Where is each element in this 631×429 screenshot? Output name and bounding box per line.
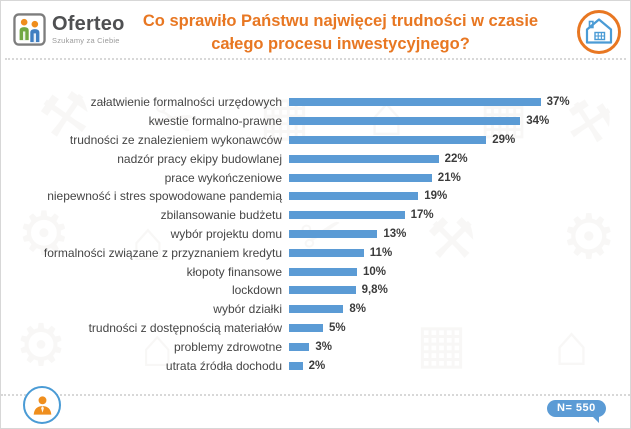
brand-name: Oferteo — [52, 13, 125, 35]
sample-size-text: N= 550 — [557, 402, 596, 414]
value-label: 2% — [308, 359, 326, 372]
chart-row: załatwienie formalności urzędowych 37% — [9, 93, 626, 112]
chart-row: formalności związane z przyznaniem kredy… — [9, 243, 626, 262]
value-label: 10% — [363, 265, 387, 278]
chart-title-line1: Co sprawiło Państwu najwięcej trudności … — [142, 12, 539, 30]
bar — [289, 361, 303, 370]
category-label: kwestie formalno-prawne — [148, 114, 282, 129]
category-label: utrata źródła dochodu — [165, 358, 282, 373]
value-label: 17% — [410, 209, 434, 222]
category-label: niepewność i stres spowodowane pandemią — [47, 189, 282, 204]
value-label: 5% — [329, 321, 346, 334]
person-avatar — [23, 386, 61, 424]
bar — [289, 154, 439, 163]
footer-divider — [1, 394, 630, 396]
category-label: nadzór pracy ekipy budowlanej — [117, 151, 282, 166]
chart-row: prace wykończeniowe 21% — [9, 168, 626, 187]
bar — [289, 211, 405, 220]
value-label: 21% — [437, 171, 461, 184]
chart-row: wybór działki 8% — [9, 300, 626, 319]
category-label: trudności z dostępnością materiałów — [88, 320, 282, 335]
value-label: 9,8% — [361, 284, 388, 297]
category-label: wybór działki — [213, 302, 282, 317]
chart-row: zbilansowanie budżetu 17% — [9, 206, 626, 225]
bar — [289, 173, 432, 182]
value-label: 29% — [492, 133, 516, 146]
bar — [289, 248, 364, 257]
bar — [289, 305, 344, 314]
category-label: trudności ze znalezieniem wykonawców — [69, 132, 282, 147]
value-label: 37% — [546, 96, 570, 109]
category-label: prace wykończeniowe — [164, 170, 282, 185]
category-label: kłopoty finansowe — [186, 264, 282, 279]
value-label: 22% — [444, 152, 468, 165]
value-label: 19% — [424, 190, 448, 203]
bar — [289, 98, 541, 107]
chart-title: Co sprawiło Państwu najwięcej trudności … — [109, 10, 572, 55]
house-icon — [577, 10, 621, 54]
bar — [289, 286, 356, 295]
bar — [289, 117, 521, 126]
value-label: 34% — [526, 115, 550, 128]
category-label: formalności związane z przyznaniem kredy… — [43, 245, 282, 260]
person-icon — [33, 395, 51, 415]
logo-text: Oferteo Szukamy za Ciebie — [52, 13, 125, 45]
chart-row: nadzór pracy ekipy budowlanej 22% — [9, 149, 626, 168]
header-divider — [5, 58, 626, 60]
category-label: zbilansowanie budżetu — [160, 208, 282, 223]
value-label: 3% — [315, 340, 333, 353]
bar-chart: załatwienie formalności urzędowych 37% k… — [9, 93, 626, 375]
chart-row: utrata źródła dochodu 2% — [9, 356, 626, 375]
value-label: 13% — [383, 227, 407, 240]
bar — [289, 229, 378, 238]
bar — [289, 323, 323, 332]
value-label: 11% — [369, 246, 393, 259]
chart-row: kłopoty finansowe 10% — [9, 262, 626, 281]
sample-size-badge: N= 550 — [547, 400, 606, 423]
bar — [289, 192, 419, 201]
chart-row: wybór projektu domu 13% — [9, 225, 626, 244]
chart-row: lockdown 9,8% — [9, 281, 626, 300]
bar — [289, 342, 310, 351]
category-label: problemy zdrowotne — [173, 339, 282, 354]
chart-row: trudności ze znalezieniem wykonawców 29% — [9, 131, 626, 150]
chart-row: problemy zdrowotne 3% — [9, 337, 626, 356]
category-label: lockdown — [231, 283, 282, 298]
category-label: załatwienie formalności urzędowych — [90, 95, 282, 110]
value-label: 8% — [349, 303, 367, 316]
brand-tagline: Szukamy za Ciebie — [52, 36, 120, 45]
bar — [289, 135, 487, 144]
chart-title-line2: całego procesu inwestycyjnego? — [211, 34, 470, 53]
chart-row: kwestie formalno-prawne 34% — [9, 112, 626, 131]
chart-row: trudności z dostępnością materiałów 5% — [9, 319, 626, 338]
two-people-icon — [13, 13, 46, 46]
bar — [289, 267, 357, 276]
chart-row: niepewność i stres spowodowane pandemią … — [9, 187, 626, 206]
oferteo-logo: Oferteo Szukamy za Ciebie — [13, 13, 125, 46]
category-label: wybór projektu domu — [170, 226, 282, 241]
